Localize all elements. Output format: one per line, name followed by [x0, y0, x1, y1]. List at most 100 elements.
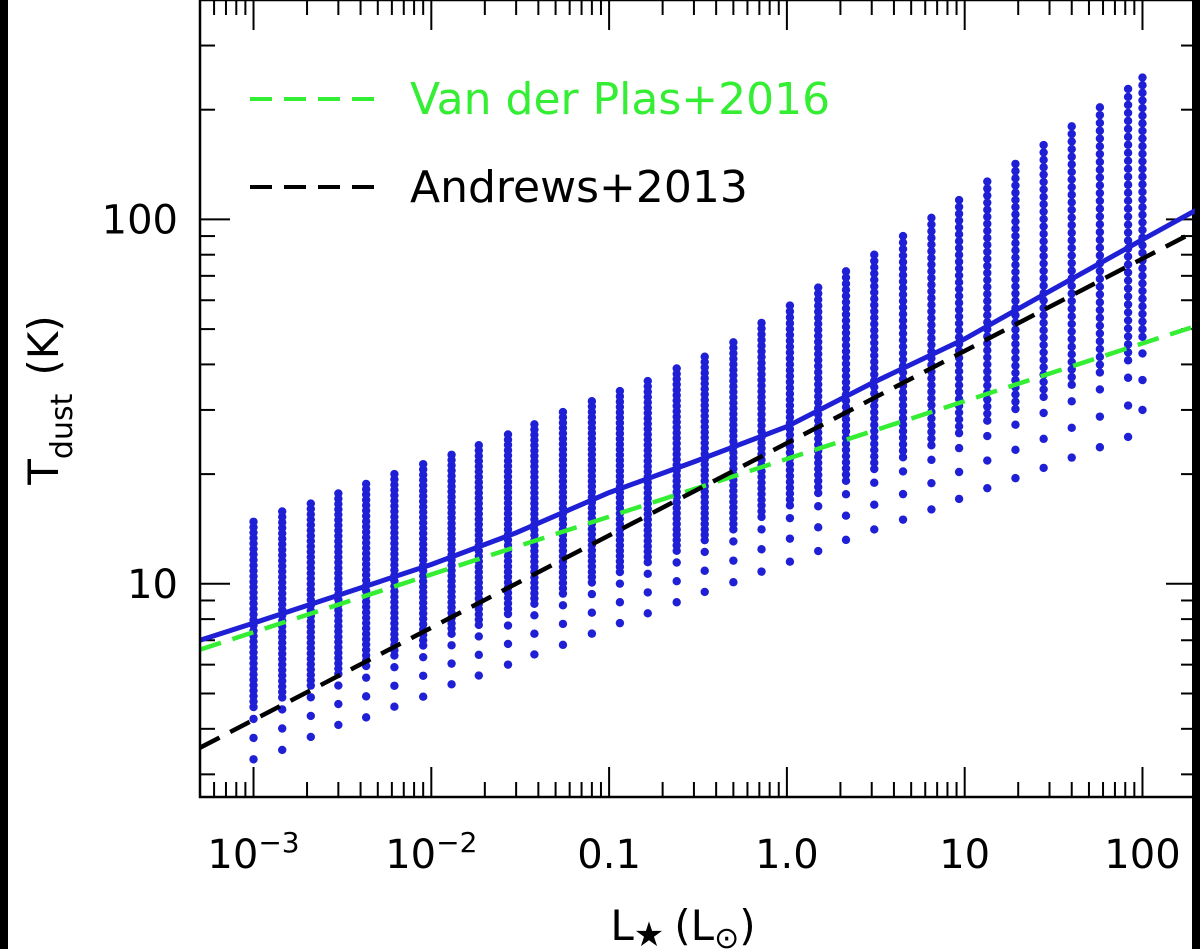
- data-point: [1011, 188, 1020, 197]
- data-point: [1067, 137, 1076, 146]
- data-point: [1067, 350, 1076, 359]
- data-point: [927, 334, 936, 343]
- data-point: [814, 331, 823, 341]
- data-point: [1123, 276, 1133, 285]
- data-point: [361, 673, 371, 682]
- data-point: [1138, 134, 1147, 143]
- data-point: [983, 254, 992, 264]
- data-point: [1067, 129, 1076, 139]
- data-point: [954, 319, 964, 328]
- data-point: [870, 363, 879, 373]
- data-point: [1095, 385, 1105, 394]
- data-point: [898, 290, 908, 299]
- data-point: [1039, 274, 1048, 283]
- data-point: [841, 458, 851, 467]
- y-axis-title: Tdust(K): [19, 315, 80, 485]
- data-point: [927, 441, 936, 450]
- data-point: [870, 464, 879, 474]
- data-point: [757, 318, 766, 328]
- data-point: [1138, 164, 1147, 174]
- data-point: [954, 284, 964, 294]
- data-point: [1123, 236, 1133, 245]
- data-point: [1011, 354, 1020, 363]
- data-point: [954, 415, 964, 424]
- data-point: [927, 387, 936, 396]
- data-point: [954, 422, 964, 431]
- data-point: [841, 310, 851, 319]
- data-point: [1067, 296, 1076, 306]
- data-point: [1095, 126, 1105, 135]
- data-point: [1067, 319, 1076, 329]
- data-point: [898, 440, 908, 449]
- data-point: [1138, 271, 1147, 281]
- data-point: [927, 414, 936, 423]
- data-point: [898, 515, 908, 524]
- data-point: [1095, 412, 1105, 421]
- data-point: [898, 251, 908, 260]
- data-point: [1095, 149, 1105, 159]
- data-point: [1123, 300, 1133, 309]
- data-point: [785, 471, 795, 481]
- data-point: [927, 478, 936, 488]
- data-point: [1138, 195, 1147, 204]
- data-point: [1138, 187, 1147, 197]
- data-point: [841, 490, 851, 499]
- data-point: [927, 280, 936, 289]
- data-point: [700, 566, 709, 575]
- data-point: [927, 505, 936, 514]
- data-point: [700, 587, 709, 597]
- data-point: [1138, 172, 1147, 181]
- data-point: [1039, 140, 1048, 150]
- data-point: [898, 446, 908, 455]
- data-point: [814, 464, 823, 474]
- data-point: [841, 535, 851, 545]
- data-point: [841, 328, 851, 338]
- data-point: [785, 324, 795, 334]
- data-point: [418, 459, 428, 469]
- data-point: [814, 343, 823, 353]
- data-point: [1123, 252, 1133, 261]
- data-point: [983, 374, 992, 383]
- data-point: [1039, 355, 1048, 365]
- data-point: [757, 567, 766, 576]
- data-point: [615, 579, 625, 588]
- data-point: [1011, 210, 1020, 219]
- data-point: [983, 275, 992, 285]
- data-point: [927, 374, 936, 383]
- data-point: [1095, 352, 1105, 362]
- data-point: [1123, 340, 1133, 349]
- data-point: [1123, 84, 1133, 94]
- data-point: [1095, 344, 1105, 354]
- data-point: [927, 267, 936, 276]
- data-point: [954, 202, 964, 212]
- data-point: [898, 394, 908, 403]
- data-point: [898, 296, 908, 306]
- data-point: [1123, 124, 1133, 134]
- data-point: [927, 233, 936, 243]
- data-point: [1138, 309, 1147, 319]
- data-point: [927, 220, 936, 229]
- data-point: [1123, 284, 1133, 293]
- data-point: [841, 279, 851, 288]
- data-point: [983, 212, 992, 221]
- data-point: [334, 489, 343, 498]
- data-point: [785, 371, 795, 381]
- data-point: [870, 357, 879, 367]
- data-point: [1095, 196, 1105, 206]
- data-point: [870, 445, 879, 455]
- data-point: [785, 465, 795, 475]
- data-point: [1123, 220, 1133, 229]
- data-point: [1123, 196, 1133, 205]
- data-point: [1095, 188, 1105, 198]
- data-point: [1095, 181, 1105, 190]
- data-point: [814, 476, 823, 486]
- y-tick-label: 100: [102, 197, 178, 243]
- data-point: [278, 745, 287, 755]
- data-point: [954, 195, 964, 205]
- data-point: [954, 250, 964, 260]
- data-point: [954, 408, 964, 417]
- data-point: [447, 641, 456, 650]
- data-point: [729, 556, 738, 565]
- data-point: [1138, 111, 1147, 120]
